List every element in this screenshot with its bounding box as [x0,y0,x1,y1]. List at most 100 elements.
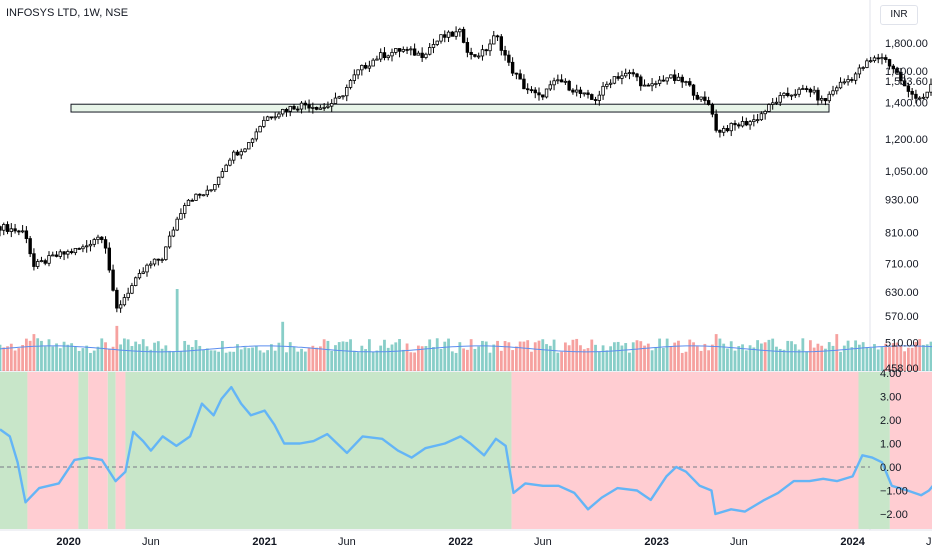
oscillator-band-negative [889,372,932,529]
volume-bar [439,349,443,371]
candle [269,116,274,120]
volume-bar [786,340,790,371]
volume-bar [496,340,499,371]
volume-bar [420,346,424,371]
candle-body [740,121,745,127]
volume-bar [654,347,658,371]
candle [650,78,654,92]
candle-body [209,189,213,192]
oscillator-band-positive [107,372,116,529]
candle [631,68,635,77]
candle [390,48,394,62]
candle [443,30,447,43]
candle [458,27,462,37]
candle [333,92,338,104]
candle-body [299,102,304,110]
candle [92,237,96,248]
volume-bar [590,339,594,371]
volume-bar [710,344,714,371]
candle [737,122,741,129]
price-tick-label: 1,050.00 [885,166,928,178]
candle [69,248,74,255]
candle-body [386,55,390,58]
candle [706,96,711,106]
price-tick-label: 810.00 [885,227,919,239]
candle [175,216,179,232]
volume-bar [488,352,492,371]
candle [612,76,617,85]
candle-body [703,96,707,101]
candle [861,66,865,71]
candle [789,94,794,101]
candle [676,72,681,82]
candle [567,79,571,92]
candle-body [695,94,700,100]
candle-body [13,228,17,232]
volume-bar [884,343,888,371]
volume-bar [876,349,880,371]
candle [763,109,767,120]
candle-body [141,271,145,274]
volume-bar [318,346,322,371]
volume-bar [782,349,786,371]
volume-bar [375,350,379,371]
candle [914,89,918,104]
volume-bar [929,341,932,371]
candle [503,45,507,61]
candle [28,235,32,258]
candle-body [884,57,888,60]
candle [906,82,911,98]
volume-bar [432,347,435,371]
volume-bar [2,347,6,371]
candle-body [194,193,198,201]
candle-body [258,126,262,133]
volume-bar [503,341,507,371]
volume-bar [405,343,409,371]
candle [88,240,93,252]
volume-bar [224,352,228,371]
candle-body [250,138,255,143]
candle-body [507,54,511,63]
candle [228,157,232,167]
time-tick-label: 2021 [252,536,276,548]
candle-body [578,89,583,94]
candle-body [352,74,357,81]
volume-bar [134,341,138,371]
candle [857,64,862,79]
currency-selector[interactable]: INR [880,5,918,25]
volume-bar [903,351,907,371]
volume-bar [707,350,711,371]
oscillator-tick-label: 4.00 [880,368,901,380]
candle [235,149,240,156]
volume-bar [571,339,575,371]
volume-bar [499,350,503,371]
candle [770,98,775,110]
candle [100,236,104,244]
candle [823,98,828,106]
candle-body [688,81,692,86]
candle [43,258,47,266]
candle [868,56,873,63]
candle-body [887,59,892,67]
price-tick-label: 458.00 [885,363,919,375]
candle-body [363,64,368,69]
candle-body [239,151,243,156]
candle-body [831,90,835,95]
volume-bar [533,342,537,371]
candle [111,264,115,292]
volume-bar [367,339,371,371]
volume-bar [797,349,801,371]
volume-bar [398,339,401,371]
candle-body [737,124,741,127]
candle [145,263,149,277]
candle-body [152,258,157,265]
candle-body [262,119,266,127]
candle-body [642,84,647,87]
candle [250,137,255,147]
candle [563,78,568,85]
volume-bar [492,344,496,371]
candle-body [345,87,349,97]
candle-body [126,292,130,298]
volume-bar [692,342,695,371]
